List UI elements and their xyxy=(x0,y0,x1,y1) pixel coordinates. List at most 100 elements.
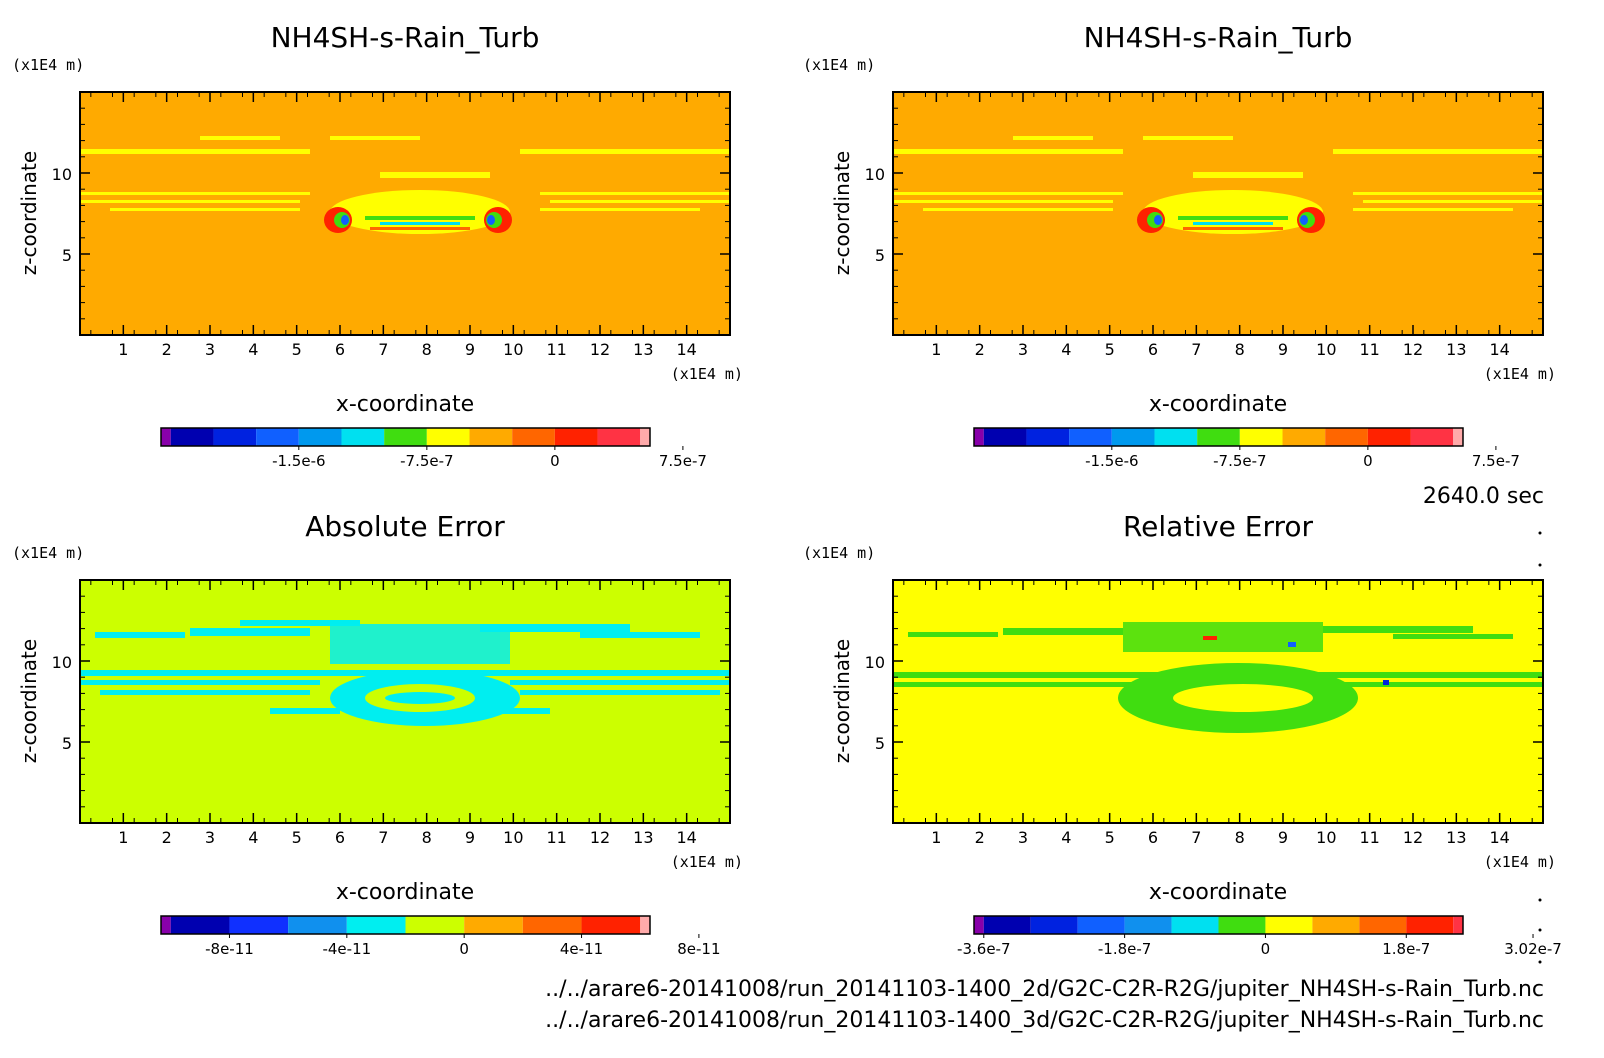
plot-area xyxy=(79,579,731,824)
colorbar-swatch xyxy=(522,916,582,934)
x-axis-label: x-coordinate xyxy=(336,392,474,417)
colorbar-label: 0 xyxy=(1363,452,1373,470)
colorbar-label: 3.02e-7 xyxy=(1504,940,1562,958)
y-axis-label: z-coordinate xyxy=(17,151,41,275)
x-tick-label: 9 xyxy=(1278,828,1288,847)
colorbar-swatch xyxy=(1154,428,1198,446)
x-tick-label: 14 xyxy=(676,828,696,847)
y-unit-label: (x1E4 m) xyxy=(803,544,875,562)
x-tick-label: 11 xyxy=(546,828,566,847)
ticks xyxy=(80,92,730,335)
colorbar-swatch xyxy=(1077,916,1125,934)
x-tick-label: 3 xyxy=(205,340,215,359)
x-axis-label: x-coordinate xyxy=(1149,392,1287,417)
y-tick-label: 5 xyxy=(875,734,885,753)
x-tick-label: 2 xyxy=(975,340,985,359)
plot-area xyxy=(79,91,731,336)
y-axis-label: z-coordinate xyxy=(830,639,854,763)
x-tick-label: 12 xyxy=(590,340,610,359)
colorbar-swatch xyxy=(1410,428,1454,446)
panel-title: NH4SH-s-Rain_Turb xyxy=(1084,21,1353,54)
plot-frame xyxy=(79,91,731,336)
ticks xyxy=(893,92,1543,335)
colorbar-swatch xyxy=(298,428,342,446)
colorbar-swatch xyxy=(597,428,641,446)
panel-top-left: NH4SH-s-Rain_Turb (x1E4 m) xyxy=(12,21,743,470)
x-tick-label: 9 xyxy=(465,828,475,847)
plot-area xyxy=(892,91,1544,336)
x-tick-label: 6 xyxy=(1148,340,1158,359)
time-label: 2640.0 sec xyxy=(1423,484,1544,509)
colorbar-swatch xyxy=(581,916,641,934)
panel-bottom-left: Absolute Error (x1E4 m) xyxy=(12,510,743,958)
colorbar: -3.6e-7 -1.8e-7 0 1.8e-7 3.02e-7 xyxy=(957,915,1562,958)
x-tick-label: 3 xyxy=(1018,340,1028,359)
colorbar-swatch xyxy=(1265,916,1313,934)
footer-path-2d: ../../arare6-20141008/run_20141103-1400_… xyxy=(545,977,1544,1002)
colorbar-swatch xyxy=(974,916,984,934)
x-tick-label: 12 xyxy=(1403,340,1423,359)
colorbar-swatch xyxy=(229,916,289,934)
x-tick-label: 1 xyxy=(931,340,941,359)
colorbar-swatch xyxy=(1171,916,1219,934)
colorbar-label: 0 xyxy=(1261,940,1271,958)
x-tick-label: 7 xyxy=(378,340,388,359)
colorbar-swatch xyxy=(1325,428,1368,446)
colorbar-frame xyxy=(973,427,1464,447)
x-tick-label: 11 xyxy=(1359,340,1379,359)
x-axis-label: x-coordinate xyxy=(336,880,474,905)
colorbar-label: 0 xyxy=(550,452,560,470)
x-tick-labels: 1 2 3 4 5 6 7 8 9 10 11 12 13 14 xyxy=(931,340,1510,359)
x-tick-label: 5 xyxy=(292,828,302,847)
x-tick-label: 6 xyxy=(335,340,345,359)
y-tick-label: 10 xyxy=(52,165,72,184)
x-tick-label: 10 xyxy=(1316,828,1336,847)
x-tick-label: 14 xyxy=(676,340,696,359)
x-tick-label: 12 xyxy=(1403,828,1423,847)
x-tick-label: 13 xyxy=(1446,828,1466,847)
colorbar-swatch xyxy=(554,428,598,446)
x-tick-label: 12 xyxy=(590,828,610,847)
x-tick-label: 2 xyxy=(162,828,172,847)
colorbar-swatch xyxy=(161,428,171,446)
colorbar-frame xyxy=(160,915,651,935)
colorbar: -1.5e-6 -7.5e-7 0 7.5e-7 xyxy=(973,427,1520,470)
colorbar-swatch xyxy=(1026,428,1070,446)
colorbar-swatch xyxy=(341,428,385,446)
x-tick-label: 7 xyxy=(1191,828,1201,847)
x-tick-label: 11 xyxy=(546,340,566,359)
x-tick-label: 14 xyxy=(1489,340,1509,359)
field-features xyxy=(80,620,730,726)
x-axis-label: x-coordinate xyxy=(1149,880,1287,905)
colorbar-swatch xyxy=(1359,916,1407,934)
x-tick-label: 11 xyxy=(1359,828,1379,847)
x-tick-label: 7 xyxy=(1191,340,1201,359)
x-tick-labels: 1 2 3 4 5 6 7 8 9 10 11 12 13 14 xyxy=(118,340,697,359)
panel-title: Absolute Error xyxy=(305,510,505,543)
y-tick-label: 5 xyxy=(875,246,885,265)
x-unit-label: (x1E4 m) xyxy=(1484,365,1556,383)
colorbar-swatch xyxy=(1239,428,1283,446)
colorbar-swatch xyxy=(512,428,555,446)
colorbar-swatch xyxy=(983,428,1027,446)
ticks xyxy=(80,580,730,823)
plot-frame xyxy=(892,579,1544,824)
x-tick-label: 3 xyxy=(205,828,215,847)
x-tick-label: 9 xyxy=(1278,340,1288,359)
colorbar-swatch xyxy=(161,916,171,934)
colorbar-swatch xyxy=(1197,428,1240,446)
colorbar-label: 4e-11 xyxy=(560,940,603,958)
y-unit-label: (x1E4 m) xyxy=(12,56,84,74)
colorbar-swatch xyxy=(1030,916,1078,934)
colorbar-swatch xyxy=(1367,428,1411,446)
colorbar-label: 7.5e-7 xyxy=(659,452,707,470)
x-tick-label: 13 xyxy=(633,828,653,847)
x-tick-label: 10 xyxy=(503,340,523,359)
colorbar-swatch xyxy=(464,916,523,934)
x-tick-label: 6 xyxy=(335,828,345,847)
colorbar-swatch xyxy=(1282,428,1326,446)
panel-top-right: NH4SH-s-Rain_Turb (x1E4 m) xyxy=(803,21,1556,470)
colorbar-swatch xyxy=(640,428,650,446)
x-tick-label: 4 xyxy=(1061,828,1071,847)
